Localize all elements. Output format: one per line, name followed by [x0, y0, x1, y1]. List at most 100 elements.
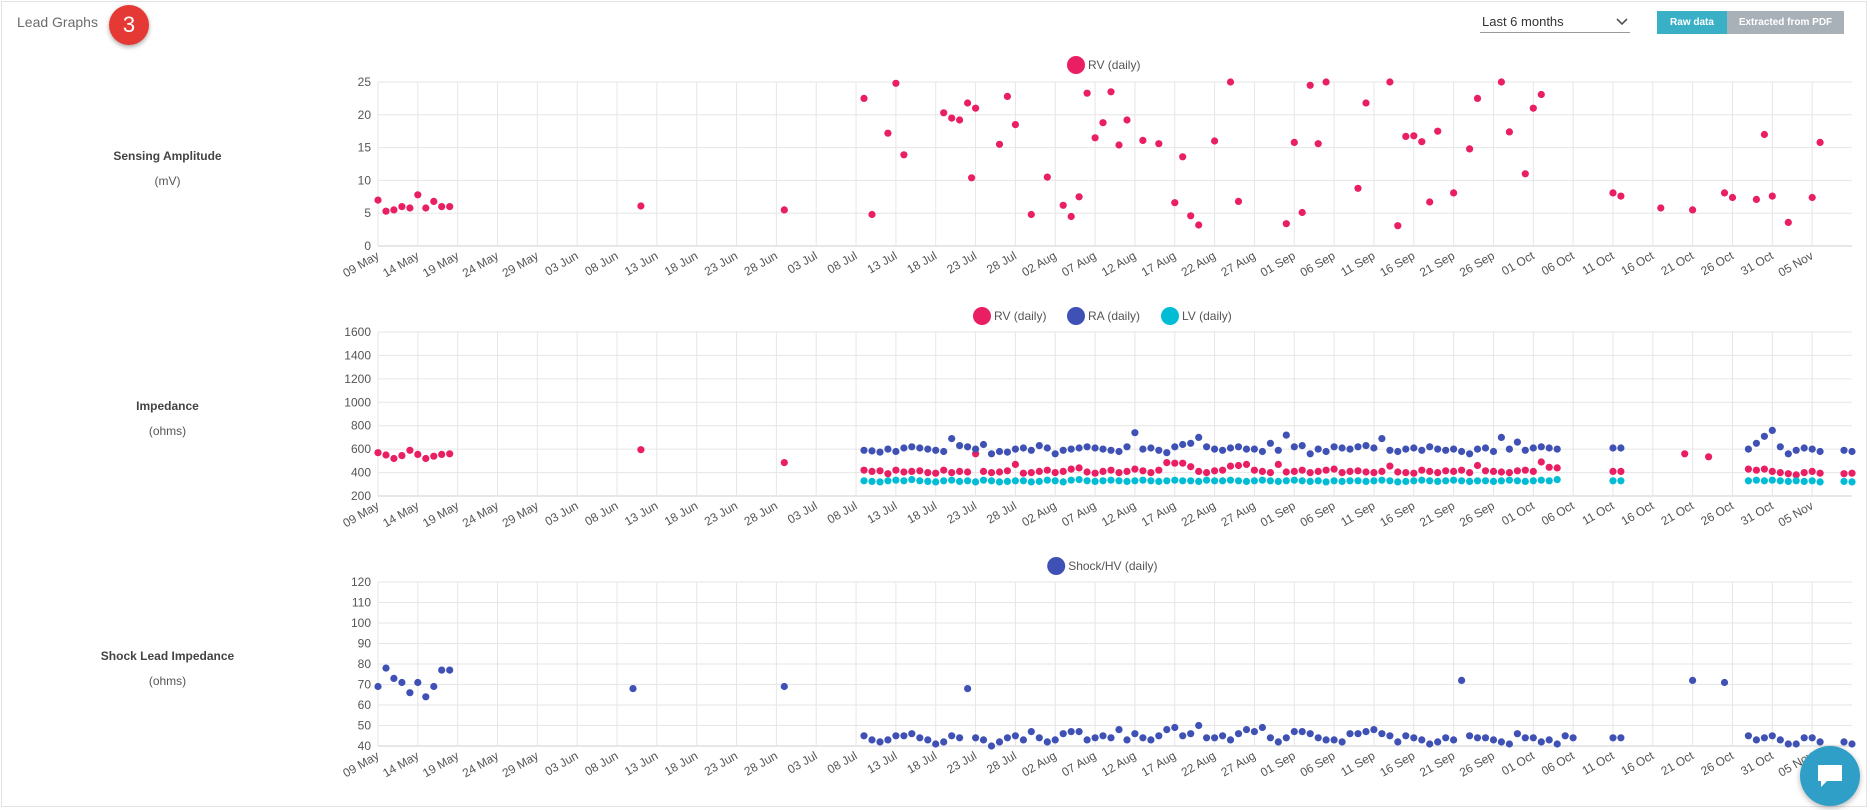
x-tick-label: 06 Oct — [1539, 498, 1577, 528]
data-point — [995, 447, 1004, 456]
data-point — [1760, 477, 1768, 485]
data-point — [1067, 465, 1075, 473]
data-point — [987, 469, 996, 477]
data-point — [1617, 734, 1625, 742]
chat-button[interactable] — [1800, 746, 1860, 806]
data-point — [1840, 470, 1848, 478]
data-point — [1402, 445, 1410, 453]
legend-item[interactable]: RV (daily) — [1067, 56, 1140, 74]
period-select[interactable]: Last 6 months — [1480, 12, 1630, 33]
x-tick-label: 14 May — [380, 498, 421, 530]
data-point — [438, 450, 446, 458]
data-point — [637, 446, 645, 454]
data-point — [1195, 433, 1203, 441]
data-point — [964, 99, 972, 107]
y-tick-label: 120 — [351, 575, 371, 589]
x-tick-label: 03 Jun — [542, 498, 580, 528]
legend-item[interactable]: RV (daily) — [973, 307, 1046, 325]
data-point — [884, 129, 892, 137]
data-point — [1131, 477, 1139, 485]
x-tick-label: 28 Jul — [984, 498, 1019, 526]
data-point — [422, 454, 430, 463]
data-point — [1043, 466, 1051, 474]
data-point — [1458, 477, 1466, 485]
x-tick-label: 06 Oct — [1539, 748, 1577, 778]
x-tick-label: 08 Jun — [582, 498, 620, 528]
data-point — [1099, 467, 1107, 475]
raw-data-button[interactable]: Raw data — [1657, 11, 1727, 34]
data-point — [1131, 429, 1139, 437]
data-point — [932, 446, 940, 454]
data-point — [1481, 734, 1490, 742]
data-point — [1505, 476, 1513, 484]
x-tick-label: 28 Jun — [742, 498, 780, 528]
data-point — [1083, 443, 1091, 451]
data-point — [1442, 467, 1450, 475]
x-tick-label: 19 May — [420, 748, 461, 780]
data-point — [1043, 173, 1051, 181]
data-point — [374, 196, 382, 204]
legend-item[interactable]: Shock/HV (daily) — [1047, 557, 1158, 575]
data-point — [968, 174, 976, 182]
data-point — [1115, 477, 1123, 485]
x-tick-label: 16 Sep — [1377, 248, 1417, 279]
data-point — [446, 666, 454, 674]
data-point — [1776, 443, 1784, 451]
data-point — [1466, 450, 1474, 458]
data-point — [1322, 736, 1330, 744]
data-point — [979, 476, 988, 484]
data-point — [1322, 447, 1330, 456]
data-point — [868, 467, 876, 475]
data-point — [1003, 92, 1012, 100]
data-point — [1099, 732, 1107, 740]
data-point — [1609, 444, 1617, 452]
data-point — [1840, 446, 1848, 454]
data-point — [1776, 736, 1784, 744]
data-point — [956, 477, 964, 485]
data-point — [1075, 476, 1083, 484]
data-point — [1250, 477, 1258, 485]
data-point — [1266, 477, 1274, 485]
data-point — [940, 447, 948, 456]
data-point — [1497, 433, 1505, 441]
data-point — [1426, 443, 1434, 451]
x-tick-label: 03 Jul — [785, 498, 820, 526]
data-point — [1338, 738, 1346, 746]
data-point — [884, 477, 892, 485]
data-point — [1354, 467, 1362, 475]
legend-label: RV (daily) — [994, 309, 1046, 323]
y-tick-label: 5 — [364, 206, 371, 220]
data-point — [1553, 740, 1561, 748]
data-point — [1394, 447, 1402, 456]
sensing-amplitude-label: Sensing Amplitude (mV) — [80, 149, 255, 188]
x-tick-label: 16 Sep — [1377, 748, 1417, 779]
extracted-pdf-button[interactable]: Extracted from PDF — [1727, 11, 1844, 34]
impedance-label: Impedance (ohms) — [80, 399, 255, 438]
data-point — [1155, 477, 1163, 485]
x-tick-label: 18 Jul — [904, 498, 939, 526]
data-point — [1473, 734, 1482, 742]
legend-item[interactable]: RA (daily) — [1067, 307, 1140, 325]
data-point — [1011, 121, 1020, 129]
data-point — [1219, 732, 1227, 740]
data-point — [979, 736, 988, 744]
data-point — [1481, 467, 1490, 475]
data-point — [1569, 734, 1577, 742]
legend-item[interactable]: LV (daily) — [1161, 307, 1232, 325]
data-point — [1553, 476, 1561, 484]
row-name: Shock Lead Impedance — [100, 649, 235, 663]
data-point — [1115, 469, 1123, 477]
period-select-value: Last 6 months — [1482, 14, 1564, 29]
data-point — [1816, 469, 1824, 477]
data-point — [1529, 734, 1537, 742]
data-point — [1434, 477, 1442, 485]
data-point — [868, 210, 876, 219]
data-point — [1362, 728, 1370, 736]
data-point — [1258, 723, 1266, 732]
x-tick-label: 09 May — [340, 748, 381, 780]
data-point — [1155, 732, 1163, 740]
data-point — [1330, 736, 1338, 744]
data-point — [1784, 218, 1792, 226]
legend-marker-icon — [973, 307, 991, 325]
data-point — [1521, 446, 1529, 454]
